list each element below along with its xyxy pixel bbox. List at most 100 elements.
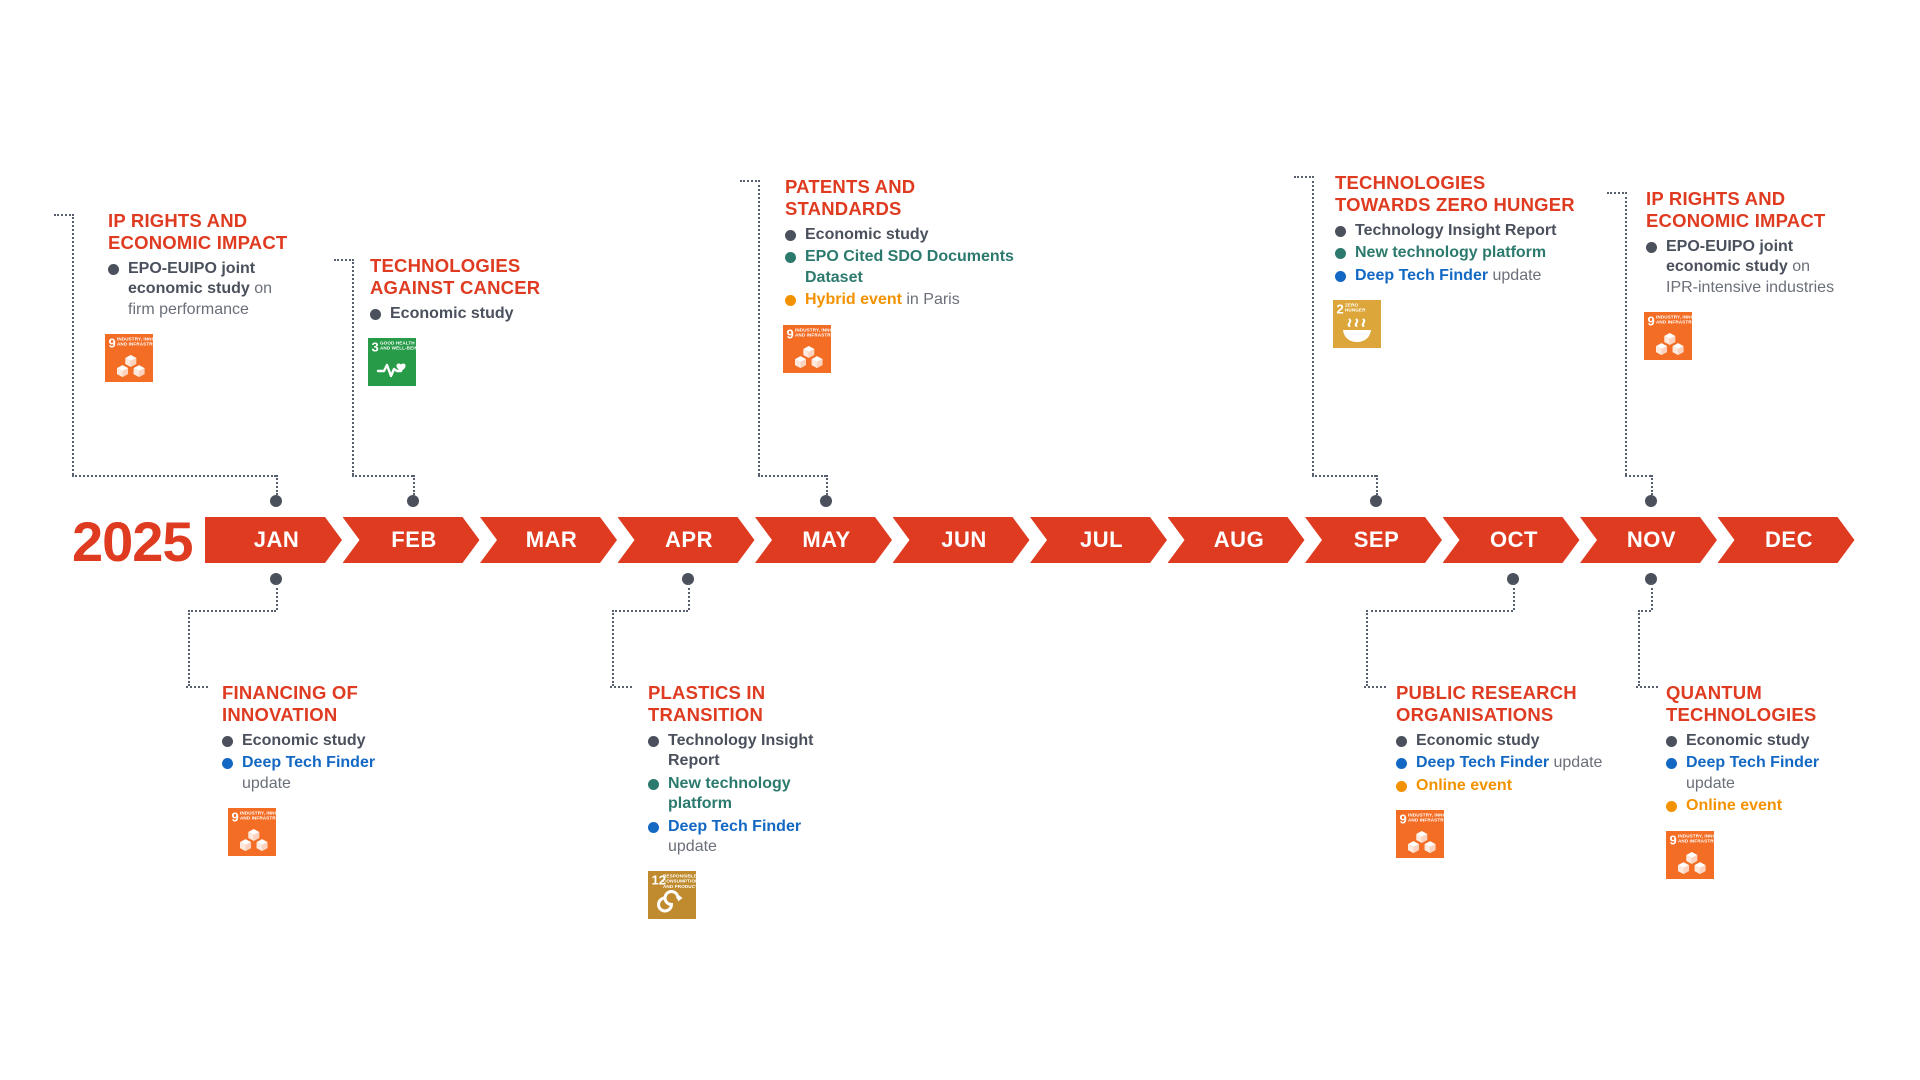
callout-apr-bottom[interactable]: PLASTICS IN TRANSITIONTechnology Insight… [648,682,838,859]
item-label: Deep Tech Finder [668,818,801,835]
sdg-2-icon: 2ZEROHUNGER [1333,300,1381,348]
callout-item-list: Technology Insight ReportNew technology … [648,731,838,858]
svg-text:9: 9 [109,336,116,351]
timeline-month-mar[interactable]: MAR [480,517,617,563]
bullet-dark-icon [1396,736,1407,747]
sdg-9-icon: 9INDUSTRY, INNOVATIONAND INFRASTRUCTURE [228,808,276,856]
callout-item[interactable]: Deep Tech Finder update [1666,753,1866,794]
item-label: New technology platform [668,775,791,812]
svg-text:AND INFRASTRUCTURE: AND INFRASTRUCTURE [240,816,276,821]
item-detail: update [1488,267,1541,284]
timeline-month-feb[interactable]: FEB [343,517,480,563]
month-label: NOV [1627,527,1676,553]
callout-title: FINANCING OF INNOVATION [222,682,407,726]
item-label: EPO-EUIPO joint economic study [1666,238,1793,275]
callout-title: PATENTS AND STANDARDS [785,176,1035,220]
bullet-dark-icon [648,736,659,747]
timeline-month-jul[interactable]: JUL [1030,517,1167,563]
callout-oct-bottom[interactable]: PUBLIC RESEARCH ORGANISATIONSEconomic st… [1396,682,1606,798]
item-label: Online event [1686,797,1782,814]
callout-nov-top[interactable]: IP RIGHTS AND ECONOMIC IMPACT EPO-EUIPO j… [1646,188,1846,300]
callout-sep-top[interactable]: TECHNOLOGIES TOWARDS ZERO HUNGERTechnolo… [1335,172,1580,288]
timeline-month-apr[interactable]: APR [618,517,755,563]
svg-text:AND INFRASTRUCTURE: AND INFRASTRUCTURE [1656,320,1692,325]
month-label: AUG [1214,527,1264,553]
callout-title: QUANTUM TECHNOLOGIES [1666,682,1866,726]
timeline-month-aug[interactable]: AUG [1168,517,1305,563]
month-label: APR [665,527,713,553]
bullet-blue-icon [1396,758,1407,769]
callout-item[interactable]: Economic study [785,225,1035,245]
month-label: DEC [1765,527,1813,553]
callout-item[interactable]: Economic study [1396,731,1606,751]
item-label: Economic study [1686,732,1810,749]
callout-item[interactable]: Economic study [1666,731,1866,751]
item-label: Technology Insight Report [1355,222,1556,239]
callout-item[interactable]: Technology Insight Report [648,731,838,772]
bullet-dark-icon [370,309,381,320]
callout-may-top[interactable]: PATENTS AND STANDARDS Economic study EPO C… [785,176,1035,313]
callout-item[interactable]: Deep Tech Finder update [1396,753,1606,773]
callout-feb-top[interactable]: TECHNOLOGIES AGAINST CANCEREconomic stud… [370,255,560,326]
callout-item[interactable]: EPO-EUIPO joint economic study on IPR-in… [1646,237,1846,298]
timeline-month-jan[interactable]: JAN [205,517,342,563]
timeline-month-may[interactable]: MAY [755,517,892,563]
item-detail: update [1549,754,1602,771]
callout-jan-top[interactable]: IP RIGHTS AND ECONOMIC IMPACTEPO-EUIPO j… [108,210,293,322]
svg-text:9: 9 [1648,314,1655,329]
bullet-orange-icon [1396,781,1407,792]
timeline-dot-feb-top [407,495,419,507]
timeline-dot-nov-top [1645,495,1657,507]
item-label: Economic study [390,305,514,322]
callout-item[interactable]: Online event [1666,796,1866,816]
callout-item[interactable]: EPO-EUIPO joint economic study on firm p… [108,259,293,320]
timeline-month-nov[interactable]: NOV [1580,517,1717,563]
timeline-dot-sep-top [1370,495,1382,507]
svg-text:9: 9 [787,326,794,341]
bullet-blue-icon [1666,758,1677,769]
callout-item[interactable]: Economic study [222,731,407,751]
month-label: JUL [1080,527,1123,553]
item-label: EPO Cited SDO Documents Dataset [805,248,1014,285]
callout-item[interactable]: Online event [1396,776,1606,796]
sdg-9-icon: 9INDUSTRY, INNOVATIONAND INFRASTRUCTURE [1644,312,1692,360]
callout-jan-bottom[interactable]: FINANCING OF INNOVATION Economic studyDee… [222,682,407,796]
timeline-month-jun[interactable]: JUN [893,517,1030,563]
item-label: Economic study [805,226,929,243]
bullet-teal-icon [648,779,659,790]
sdg-3-icon: 3GOOD HEALTHAND WELL-BEING [368,338,416,386]
callout-item[interactable]: Deep Tech Finder update [648,817,838,858]
bullet-dark-icon [1666,736,1677,747]
bullet-dark-icon [222,736,233,747]
callout-item[interactable]: New technology platform [648,774,838,815]
timeline-month-sep[interactable]: SEP [1305,517,1442,563]
callout-item-list: EPO-EUIPO joint economic study on firm p… [108,259,293,320]
item-detail: update [242,775,291,792]
callout-item[interactable]: New technology platform [1335,243,1580,263]
sdg-9-icon: 9INDUSTRY, INNOVATIONAND INFRASTRUCTURE [1666,831,1714,879]
item-label: Deep Tech Finder [1416,754,1549,771]
callout-item[interactable]: EPO Cited SDO Documents Dataset [785,247,1035,288]
bullet-orange-icon [785,295,796,306]
callout-item[interactable]: Deep Tech Finder update [1335,266,1580,286]
bullet-dark-icon [108,264,119,275]
callout-item[interactable]: Economic study [370,304,560,324]
item-label: Deep Tech Finder [1686,754,1819,771]
callout-title: IP RIGHTS AND ECONOMIC IMPACT [1646,188,1846,232]
timeline-month-oct[interactable]: OCT [1443,517,1580,563]
callout-item-list: Economic studyDeep Tech Finder update [222,731,407,794]
timeline-dot-may-top [820,495,832,507]
sdg-9-icon: 9INDUSTRY, INNOVATIONAND INFRASTRUCTURE [783,325,831,373]
timeline-month-dec[interactable]: DEC [1718,517,1855,563]
callout-item-list: Economic study [370,304,560,324]
item-label: EPO-EUIPO joint economic study [128,260,255,297]
callout-item[interactable]: Technology Insight Report [1335,221,1580,241]
sdg-12-icon: 12RESPONSIBLECONSUMPTIONAND PRODUCTION [648,871,696,919]
bullet-teal-icon [1335,248,1346,259]
item-label: Deep Tech Finder [1355,267,1488,284]
callout-item-list: Technology Insight Report New technology … [1335,221,1580,286]
callout-item[interactable]: Hybrid event in Paris [785,290,1035,310]
callout-item[interactable]: Deep Tech Finder update [222,753,407,794]
callout-nov-bottom[interactable]: QUANTUM TECHNOLOGIES Economic study Deep T… [1666,682,1866,819]
bullet-blue-icon [648,822,659,833]
